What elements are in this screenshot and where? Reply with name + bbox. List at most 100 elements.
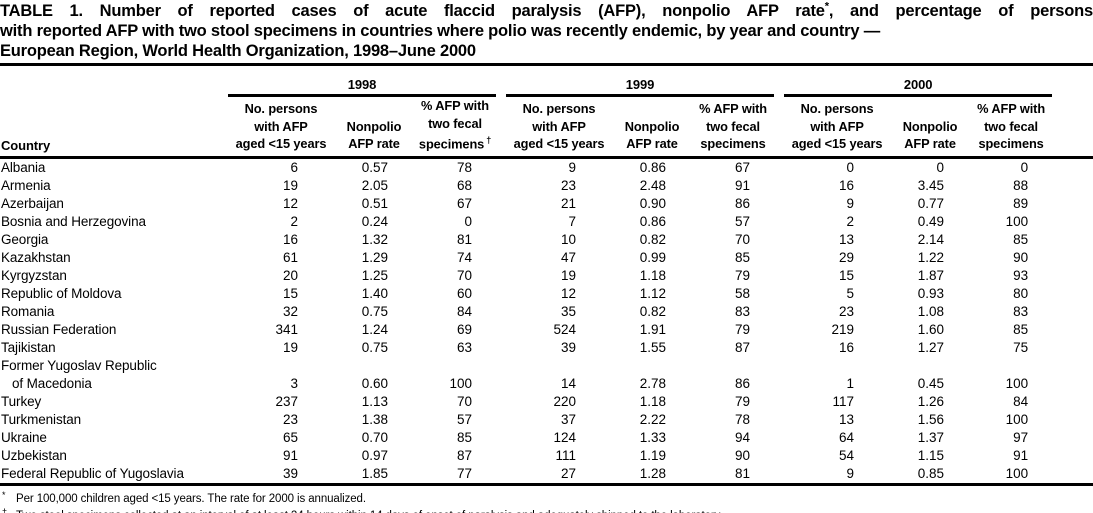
spacer-cell [774,285,784,303]
value-cell-rate-1998: 0.75 [361,303,388,319]
spacer-cell [496,375,506,393]
value-cell-rate-2000: 1.08 [917,303,945,319]
column-header-row: Country No. persons with AFP aged <15 ye… [0,95,1093,159]
value-cell-specimens-1998: 68 [457,177,473,193]
value-cell-rate-1999: 0.86 [639,159,667,175]
value-cell-rate-1999: 0.90 [639,195,667,211]
column-header-rate-1999: Nonpolio AFP rate [612,95,693,159]
value-cell-specimens-1998: 63 [457,339,473,355]
footnote-text: Per 100,000 children aged <15 years. The… [16,492,366,505]
spacer-cell [1052,375,1093,393]
value-cell-persons-1999: 37 [561,411,577,427]
value-cell-rate-1999: 1.19 [639,447,667,463]
value-cell-persons-1998: 237 [275,393,298,409]
value-cell-specimens-1999: 79 [735,267,751,283]
value-cell-rate-2000: 1.87 [917,267,945,283]
value-cell-persons-2000 [784,357,890,375]
value-cell-specimens-2000: 85 [1013,231,1029,247]
spacer-cell [496,66,506,96]
spacer-cell [1052,267,1093,285]
title-text: , and percentage of persons [828,2,1093,20]
value-cell-specimens-2000: 0 [1020,159,1029,175]
value-cell-specimens-1998: 84 [457,303,473,319]
value-cell-rate-2000: 0 [936,159,945,175]
value-cell-specimens-2000: 100 [1005,375,1029,391]
table-row: Armenia 19 2.05 68 23 2.48 91 16 3.45 88 [0,177,1093,195]
spacer-cell [1052,66,1093,96]
spacer-cell [774,321,784,339]
value-cell-specimens-1999: 58 [735,285,751,301]
value-cell-persons-2000: 0 [846,159,855,175]
value-cell-specimens-1999: 83 [735,303,751,319]
value-cell-persons-1998: 2 [290,213,298,229]
table-row: Federal Republic of Yugoslavia 39 1.85 7… [0,464,1093,486]
value-cell-rate-2000: 0.85 [890,464,971,486]
value-cell-persons-1998: 15 [282,285,298,301]
year-header-row: 1998 1999 2000 [0,66,1093,97]
spacer-cell [1052,464,1093,486]
value-cell-specimens-1998: 74 [457,249,473,265]
value-cell-specimens-1999: 81 [692,464,775,486]
value-cell-persons-1998: 39 [228,464,334,486]
value-cell-persons-1999: 524 [553,321,577,337]
value-cell-specimens-2000: 89 [1013,195,1029,211]
value-cell-specimens-1998: 78 [457,159,473,175]
value-cell-specimens-2000: 80 [1013,285,1029,301]
value-cell-rate-2000: 0.49 [917,213,945,229]
value-cell-rate-1998: 0.70 [361,429,388,445]
value-cell-persons-1998: 16 [282,231,298,247]
spacer-cell [774,357,784,375]
spacer-cell [0,66,228,96]
spacer-cell [496,95,507,159]
value-cell-specimens-2000: 88 [1013,177,1029,193]
country-cell: Kyrgyzstan [1,267,67,283]
value-cell-rate-2000: 1.27 [917,339,945,355]
value-cell-rate-1998: 0.24 [361,213,388,229]
value-cell-persons-1999: 39 [561,339,577,355]
value-cell-specimens-1999: 91 [735,177,751,193]
table-row: Kyrgyzstan 20 1.25 70 19 1.18 79 15 1.87… [0,267,1093,285]
spacer-cell [496,303,506,321]
year-header-2000: 2000 [784,66,1053,97]
spacer-cell [774,249,784,267]
spacer-cell [1052,157,1093,177]
spacer-cell [774,447,784,465]
spacer-cell [1052,429,1093,447]
footnote-text: Two stool specimens collected at an inte… [16,510,723,513]
spacer-cell [1052,249,1093,267]
spacer-cell [774,339,784,357]
value-cell-persons-1999: 47 [561,249,577,265]
year-header-1998: 1998 [228,66,497,97]
value-cell-specimens-2000: 100 [1005,213,1029,229]
country-cell: Bosnia and Herzegovina [1,213,146,229]
value-cell-specimens-2000 [970,357,1052,375]
value-cell-specimens-1999: 85 [735,249,751,265]
value-cell-rate-1999: 1.18 [639,393,667,409]
value-cell-persons-1999: 23 [561,177,577,193]
value-cell-rate-1999: 1.18 [639,267,667,283]
table-row: Kazakhstan 61 1.29 74 47 0.99 85 29 1.22… [0,249,1093,267]
value-cell-persons-1998: 3 [290,375,298,391]
country-cell: Armenia [1,177,51,193]
value-cell-persons-2000: 219 [831,321,855,337]
value-cell-specimens-1998: 85 [457,429,473,445]
value-cell-rate-1998: 0.57 [361,159,388,175]
country-cell: Ukraine [1,429,47,445]
value-cell-specimens-1999: 87 [735,339,751,355]
spacer-cell [496,177,506,195]
value-cell-persons-2000: 1 [846,375,855,391]
spacer-cell [774,95,785,159]
country-cell: Tajikistan [1,339,56,355]
value-cell-persons-1998: 61 [282,249,298,265]
spacer-cell [496,447,506,465]
table-row: Georgia 16 1.32 81 10 0.82 70 13 2.14 85 [0,231,1093,249]
country-cell: Russian Federation [1,321,117,337]
value-cell-persons-2000: 16 [839,177,855,193]
value-cell-rate-1998: 0.75 [361,339,388,355]
spacer-cell [774,177,784,195]
value-cell-rate-1998: 1.25 [361,267,388,283]
table-title-line-2: with reported AFP with two stool specime… [0,22,880,40]
value-cell-specimens-2000: 83 [1013,303,1029,319]
table-row: Russian Federation 341 1.24 69 524 1.91 … [0,321,1093,339]
spacer-cell [774,231,784,249]
